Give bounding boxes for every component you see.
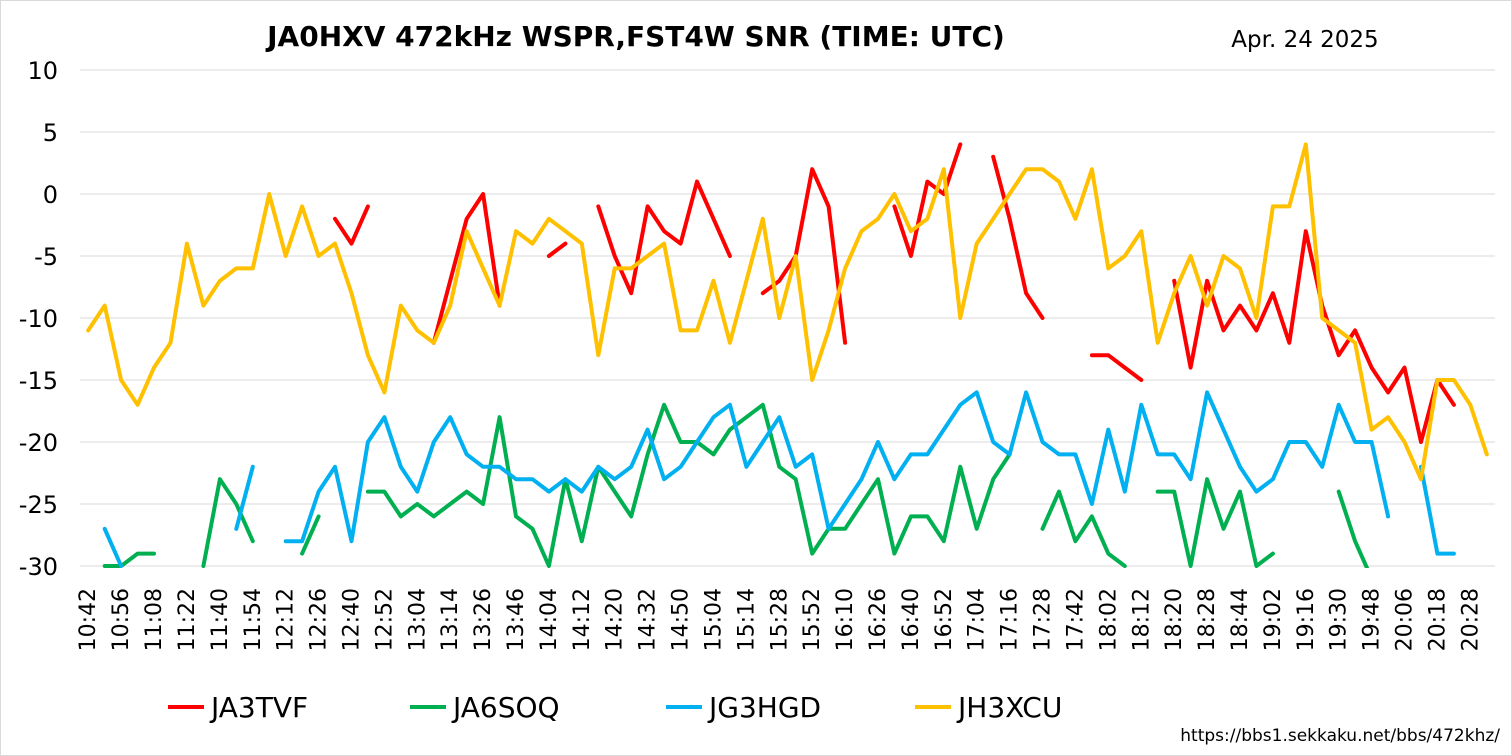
x-tick-label: 12:26 bbox=[307, 588, 332, 651]
x-tick-label: 19:02 bbox=[1261, 588, 1286, 651]
x-tick-label: 11:08 bbox=[142, 588, 167, 651]
x-tick-label: 18:28 bbox=[1195, 588, 1220, 651]
series-line-ja3tvf bbox=[431, 192, 502, 345]
series-ja6soq bbox=[102, 402, 1370, 568]
legend-label-jh3xcu: JH3XCU bbox=[956, 691, 1062, 724]
x-tick-label: 11:40 bbox=[208, 588, 233, 651]
chart-date: Apr. 24 2025 bbox=[1231, 27, 1378, 53]
x-tick-label: 11:54 bbox=[241, 588, 266, 651]
series-line-jg3hgd bbox=[283, 390, 1391, 544]
x-tick-label: 12:40 bbox=[339, 588, 364, 651]
series-line-ja3tvf bbox=[596, 179, 732, 296]
legend: JA3TVF JA6SOQ JG3HGD JH3XCU bbox=[168, 691, 1062, 724]
x-tick-label: 17:42 bbox=[1063, 588, 1088, 651]
x-tick-label: 16:40 bbox=[899, 588, 924, 651]
x-tick-label: 14:50 bbox=[669, 588, 694, 651]
source-url: https://bbs1.sekkaku.net/bbs/472khz/ bbox=[1180, 726, 1500, 746]
series-line-ja3tvf bbox=[333, 204, 370, 246]
x-tick-label: 20:28 bbox=[1458, 588, 1483, 651]
y-tick-label: 10 bbox=[27, 57, 58, 85]
series-line-jg3hgd bbox=[1419, 464, 1456, 556]
x-tick-label: 12:52 bbox=[372, 588, 397, 651]
series-line-ja3tvf bbox=[760, 167, 848, 345]
x-tick-label: 18:44 bbox=[1228, 588, 1253, 651]
x-tick-label: 17:04 bbox=[965, 588, 990, 651]
x-tick-label: 15:14 bbox=[734, 588, 759, 651]
y-tick-label: -10 bbox=[19, 305, 58, 333]
x-tick-label: 10:42 bbox=[76, 588, 101, 651]
y-tick-label: -20 bbox=[19, 429, 58, 457]
y-tick-label: 0 bbox=[43, 181, 58, 209]
series-line-jg3hgd bbox=[102, 526, 124, 568]
x-tick-label: 15:28 bbox=[767, 588, 792, 651]
series-line-ja6soq bbox=[1336, 489, 1370, 568]
x-tick-label: 14:20 bbox=[603, 588, 628, 651]
x-tick-label: 19:16 bbox=[1294, 588, 1319, 651]
series-line-ja6soq bbox=[201, 477, 255, 568]
y-axis-ticks: 10 5 0 -5 -10 -15 -20 -25 -30 bbox=[19, 57, 58, 581]
series-line-ja6soq bbox=[365, 402, 1012, 568]
series-line-ja6soq bbox=[1040, 489, 1127, 568]
series-line-ja3tvf bbox=[991, 154, 1045, 320]
series-line-ja6soq bbox=[102, 551, 156, 568]
x-tick-label: 16:10 bbox=[833, 588, 858, 651]
x-tick-label: 19:48 bbox=[1360, 588, 1385, 651]
legend-label-jg3hgd: JG3HGD bbox=[707, 691, 821, 724]
series-line-ja3tvf bbox=[546, 241, 568, 258]
x-tick-label: 20:18 bbox=[1425, 588, 1450, 651]
y-tick-label: 5 bbox=[43, 119, 58, 147]
x-tick-label: 17:28 bbox=[1031, 588, 1056, 651]
x-tick-label: 18:02 bbox=[1096, 588, 1121, 651]
series-line-ja3tvf bbox=[1089, 353, 1144, 382]
y-tick-label: -25 bbox=[19, 491, 58, 519]
x-tick-label: 15:04 bbox=[701, 588, 726, 651]
series-jg3hgd bbox=[102, 390, 1456, 568]
x-tick-label: 18:12 bbox=[1129, 588, 1154, 651]
x-tick-label: 17:16 bbox=[998, 588, 1023, 651]
series-jh3xcu bbox=[86, 142, 1489, 482]
x-tick-label: 18:20 bbox=[1162, 588, 1187, 651]
legend-label-ja6soq: JA6SOQ bbox=[451, 691, 560, 724]
x-tick-label: 15:52 bbox=[800, 588, 825, 651]
series-line-jg3hgd bbox=[234, 464, 255, 531]
series-line-ja6soq bbox=[1155, 477, 1275, 568]
x-tick-label: 14:32 bbox=[636, 588, 661, 651]
x-tick-label: 16:26 bbox=[866, 588, 891, 651]
series-lines bbox=[86, 142, 1489, 568]
x-axis-ticks: 10:42 10:56 11:08 11:22 11:40 11:54 12:12 12:26… bbox=[76, 588, 1483, 651]
x-tick-label: 11:22 bbox=[175, 588, 200, 651]
x-tick-label: 16:52 bbox=[932, 588, 957, 651]
series-line-ja3tvf bbox=[892, 142, 963, 258]
x-tick-label: 20:06 bbox=[1393, 588, 1418, 651]
series-line-ja6soq bbox=[300, 514, 321, 556]
x-tick-label: 19:30 bbox=[1327, 588, 1352, 651]
x-tick-label: 10:56 bbox=[109, 588, 134, 651]
chart-title: JA0HXV 472kHz WSPR,FST4W SNR (TIME: UTC) bbox=[265, 20, 1005, 53]
y-tick-label: -30 bbox=[19, 553, 58, 581]
series-line-jh3xcu bbox=[86, 142, 1489, 482]
y-tick-label: -5 bbox=[34, 243, 58, 271]
x-tick-label: 13:04 bbox=[405, 588, 430, 651]
x-tick-label: 13:26 bbox=[471, 588, 496, 651]
x-tick-label: 13:46 bbox=[504, 588, 529, 651]
x-tick-label: 14:04 bbox=[537, 588, 562, 651]
x-tick-label: 14:12 bbox=[570, 588, 595, 651]
y-tick-label: -15 bbox=[19, 367, 58, 395]
legend-label-ja3tvf: JA3TVF bbox=[209, 691, 308, 724]
x-tick-label: 13:14 bbox=[438, 588, 463, 651]
x-tick-label: 12:12 bbox=[274, 588, 299, 651]
series-line-ja3tvf bbox=[1172, 229, 1456, 444]
